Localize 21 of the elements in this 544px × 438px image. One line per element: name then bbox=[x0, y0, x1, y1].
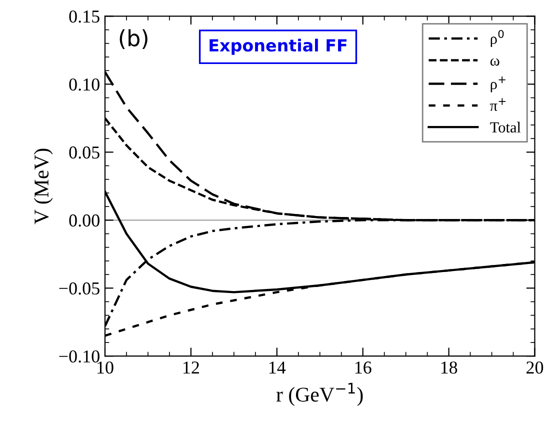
legend-label: ω bbox=[490, 58, 500, 66]
legend-label: π$^{+}$ bbox=[490, 98, 506, 111]
x-tick-label: 18 bbox=[441, 361, 458, 374]
x-tick-label: 10 bbox=[98, 361, 114, 374]
x-tick-label: 12 bbox=[184, 362, 199, 374]
y-tick-label: −0.05 bbox=[59, 282, 100, 295]
x-tick-label: 20 bbox=[526, 361, 544, 374]
annotation: Exponential FF bbox=[210, 38, 346, 55]
y-tick-label: 0.15 bbox=[69, 10, 100, 23]
x-tick-label: 14 bbox=[269, 362, 286, 374]
annotation: (b) bbox=[120, 29, 148, 50]
legend-label: Total bbox=[490, 122, 521, 133]
legend-label: ρ$^{+}$ bbox=[490, 76, 506, 92]
y-tick-label: −0.10 bbox=[59, 350, 100, 363]
y-axis-title: V (MeV) bbox=[34, 148, 53, 224]
y-tick-label: 0.10 bbox=[69, 78, 100, 91]
legend-label: ρ$^{0}$ bbox=[490, 30, 504, 47]
x-tick-label: 16 bbox=[355, 362, 372, 374]
x-axis-title: r (GeV$^{−1}$) bbox=[276, 382, 363, 406]
y-tick-label: 0.05 bbox=[69, 146, 100, 159]
y-tick-label: 0.00 bbox=[69, 214, 100, 227]
